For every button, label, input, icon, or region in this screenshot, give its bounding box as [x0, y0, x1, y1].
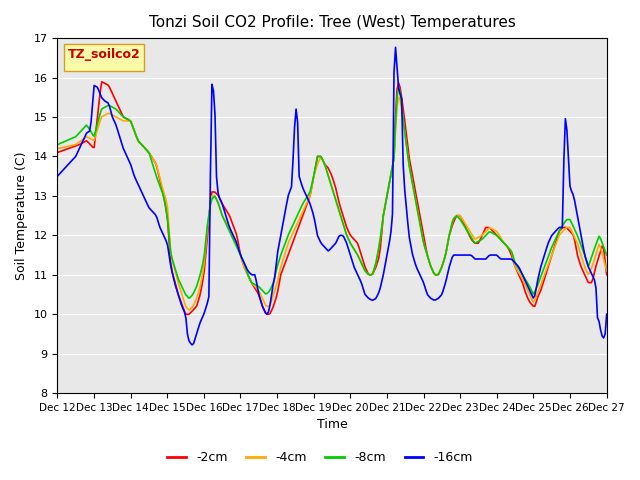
X-axis label: Time: Time — [317, 419, 348, 432]
Legend:  — [63, 44, 144, 71]
Y-axis label: Soil Temperature (C): Soil Temperature (C) — [15, 151, 28, 280]
Legend: -2cm, -4cm, -8cm, -16cm: -2cm, -4cm, -8cm, -16cm — [163, 446, 477, 469]
Title: Tonzi Soil CO2 Profile: Tree (West) Temperatures: Tonzi Soil CO2 Profile: Tree (West) Temp… — [148, 15, 515, 30]
